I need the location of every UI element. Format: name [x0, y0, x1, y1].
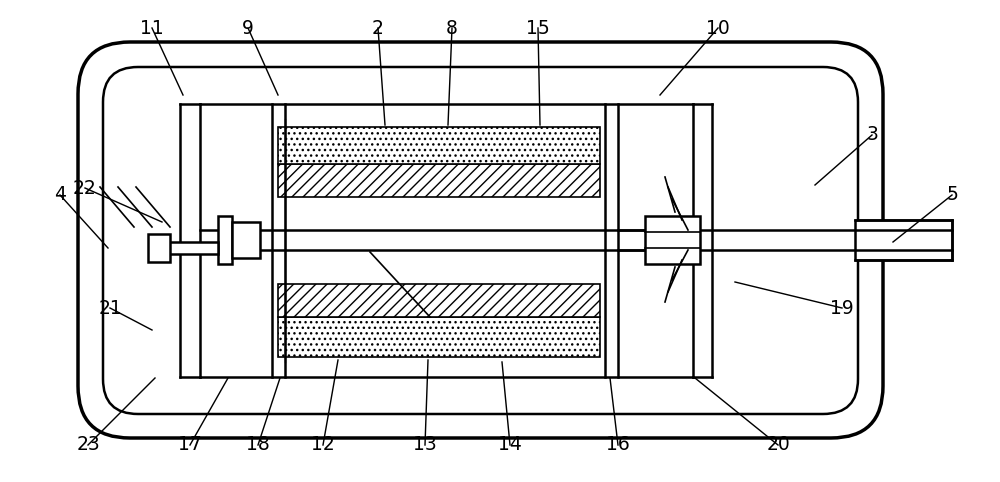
Bar: [855, 220, 952, 260]
Text: 14: 14: [498, 436, 522, 455]
Text: 2: 2: [372, 18, 384, 38]
Text: 17: 17: [178, 436, 202, 455]
Bar: [218, 216, 232, 264]
Bar: [232, 222, 260, 258]
Text: 22: 22: [73, 178, 97, 198]
Bar: [278, 127, 600, 164]
Bar: [278, 317, 600, 357]
Bar: [278, 284, 600, 317]
Text: 23: 23: [76, 436, 100, 455]
Text: 13: 13: [413, 436, 437, 455]
Text: 12: 12: [311, 436, 335, 455]
Bar: [278, 164, 600, 197]
Text: 11: 11: [140, 18, 164, 38]
Text: 3: 3: [866, 125, 878, 145]
Text: 18: 18: [246, 436, 270, 455]
Bar: [148, 234, 170, 262]
Bar: [645, 216, 700, 264]
Text: 4: 4: [54, 186, 66, 204]
Text: 8: 8: [446, 18, 458, 38]
Text: 15: 15: [526, 18, 550, 38]
Text: 16: 16: [606, 436, 630, 455]
Text: 10: 10: [706, 18, 730, 38]
Text: 5: 5: [946, 186, 958, 204]
Text: 19: 19: [830, 298, 854, 318]
FancyBboxPatch shape: [78, 42, 883, 438]
Text: 21: 21: [98, 298, 122, 318]
FancyBboxPatch shape: [103, 67, 858, 414]
Text: 9: 9: [242, 18, 254, 38]
Text: 20: 20: [766, 436, 790, 455]
Bar: [155, 242, 218, 254]
